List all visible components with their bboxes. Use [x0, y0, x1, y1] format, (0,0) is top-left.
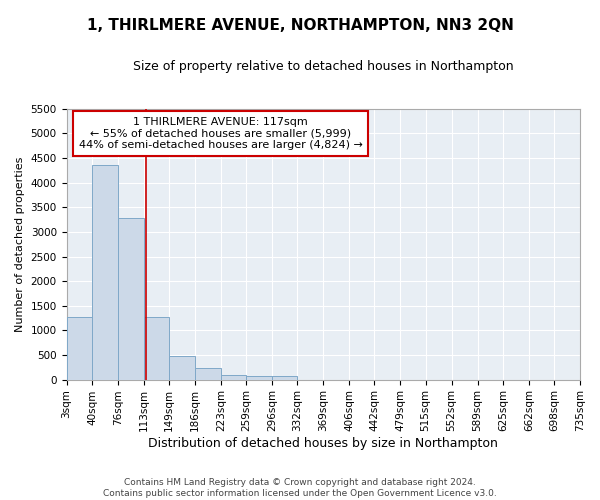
Bar [195, 368, 221, 380]
Bar [169, 356, 195, 380]
Bar [92, 166, 118, 380]
Bar [272, 376, 298, 380]
Bar [143, 317, 169, 380]
X-axis label: Distribution of detached houses by size in Northampton: Distribution of detached houses by size … [148, 437, 498, 450]
Bar [246, 376, 272, 380]
Text: Contains HM Land Registry data © Crown copyright and database right 2024.
Contai: Contains HM Land Registry data © Crown c… [103, 478, 497, 498]
Y-axis label: Number of detached properties: Number of detached properties [15, 156, 25, 332]
Bar [67, 317, 92, 380]
Title: Size of property relative to detached houses in Northampton: Size of property relative to detached ho… [133, 60, 514, 73]
Bar [221, 374, 246, 380]
Text: 1, THIRLMERE AVENUE, NORTHAMPTON, NN3 2QN: 1, THIRLMERE AVENUE, NORTHAMPTON, NN3 2Q… [86, 18, 514, 32]
Text: 1 THIRLMERE AVENUE: 117sqm
← 55% of detached houses are smaller (5,999)
44% of s: 1 THIRLMERE AVENUE: 117sqm ← 55% of deta… [79, 117, 362, 150]
Bar [118, 218, 143, 380]
